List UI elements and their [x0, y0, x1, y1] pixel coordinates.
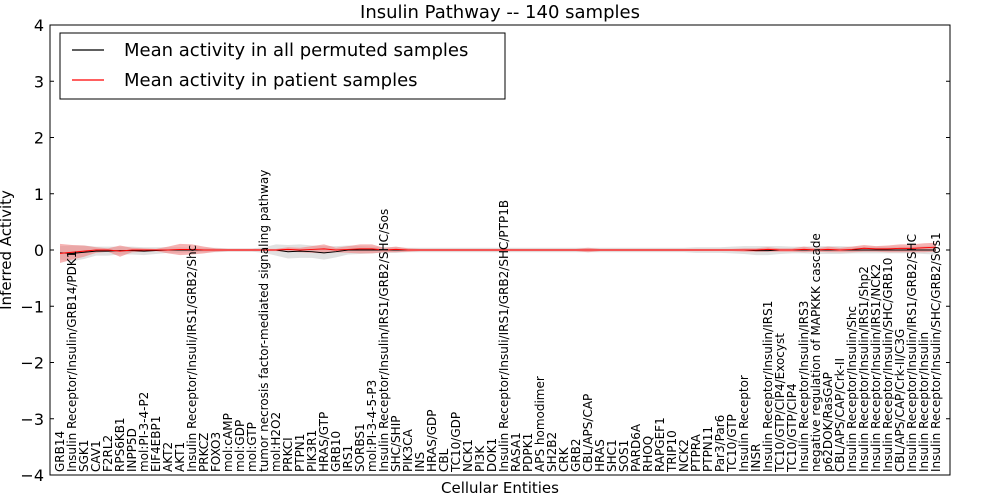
x-tick-label: Insulin Receptor/Insulin/IRS1/GRB2/SHC/S… — [377, 209, 391, 472]
x-tick-label: NCK1 — [461, 439, 475, 472]
x-tick-label: INPP5D — [125, 428, 139, 472]
y-tick-label: −3 — [20, 410, 44, 429]
x-tick-label: APS homodimer — [533, 376, 547, 472]
chart-title: Insulin Pathway -- 140 samples — [360, 2, 640, 23]
x-tick-label: Par3/Par6 — [713, 415, 727, 472]
x-tick-label: TC10/GDP — [449, 412, 463, 473]
x-tick-label: tumor necrosis factor-mediated signaling… — [257, 170, 271, 472]
y-axis: −4 −3 −2 −1 0 1 2 3 4 — [20, 16, 950, 485]
y-tick-label: −1 — [20, 297, 44, 316]
x-tick-label: Insulin Receptor/Insulin — [917, 332, 931, 472]
x-tick-label: GRB14 — [53, 431, 67, 472]
x-tick-label: RPS6KB1 — [113, 417, 127, 472]
x-tick-label: SOS1 — [617, 440, 631, 472]
x-tick-label: Insulin Receptor/Insulin/IRS3 — [797, 301, 811, 472]
x-tick-label: CAV1 — [89, 440, 103, 472]
x-tick-label: TC10/GTP — [725, 414, 739, 473]
x-tick-label: PRKCZ — [197, 433, 211, 472]
x-tick-label: F2RL2 — [101, 435, 115, 472]
x-tick-label: negative regulation of MAPKKK cascade — [809, 233, 823, 472]
y-tick-label: 1 — [34, 185, 44, 204]
x-axis-label: Cellular Entities — [441, 479, 559, 497]
x-tick-label: mol:PI-3-4-P2 — [137, 392, 151, 472]
x-tick-label: AKT2 — [161, 442, 175, 472]
series-lines — [59, 246, 937, 254]
legend-label-patient: Mean activity in patient samples — [124, 70, 418, 91]
x-tick-label: SHC1 — [605, 439, 619, 472]
legend: Mean activity in all permuted samples Me… — [59, 32, 506, 100]
x-tick-label: CRK — [557, 446, 571, 472]
y-tick-label: −4 — [20, 466, 44, 485]
x-tick-label: mol:GTP — [245, 422, 259, 472]
x-tick-label: RASA1 — [509, 432, 523, 472]
x-tick-label: Insulin Receptor/Insuli/IRS1/GRB2/SHC/PT… — [497, 200, 511, 472]
x-tick-label: Insulin Receptor/Insuli/IRS1/GRB2/Shc — [185, 245, 199, 472]
x-tick-label: Insulin Receptor/Insulin/IRS1/GRB2/SHC — [905, 234, 919, 472]
x-tick-label: CBL — [437, 448, 451, 472]
x-tick-label: SGK1 — [77, 440, 91, 472]
y-tick-label: 0 — [34, 241, 44, 260]
x-tick-label: PTPRA — [689, 433, 703, 472]
x-tick-label: CBL/APS/CAP/Crk-II/C3G — [893, 329, 907, 472]
confidence-bands — [60, 242, 936, 263]
x-tick-label: Insulin Receptor — [737, 375, 751, 472]
x-tick-label: HRAS — [593, 439, 607, 472]
x-tick-label: PIK3R1 — [305, 430, 319, 472]
x-tick-label: SHC/SHIP — [389, 416, 403, 472]
x-tick-label: CBL/APS/CAP/Crk-II — [833, 358, 847, 472]
y-tick-label: 2 — [34, 129, 44, 148]
x-tick-label: PI3K — [473, 445, 487, 472]
x-tick-label: Insulin Receptor/Insulin/Shc — [845, 306, 859, 472]
x-tick-label: PTPN11 — [701, 426, 715, 472]
x-tick-label: NCK2 — [677, 439, 691, 472]
x-tick-label: CBL/APS/CAP — [581, 394, 595, 472]
x-tick-label: PRKCI — [281, 437, 295, 472]
x-tick-label: HRAS/GTP — [317, 412, 331, 472]
x-tick-label: Insulin Receptor/Insulin/IRS1/Shp2 — [857, 266, 871, 472]
x-tick-label: INS — [413, 452, 427, 472]
x-tick-label: HRAS/GDP — [425, 409, 439, 472]
x-tick-label: mol:cAMP — [221, 413, 235, 472]
x-tick-label: p62DOK/RasGAP — [821, 372, 835, 472]
x-tick-label: GRB2 — [569, 438, 583, 472]
x-tick-label: TC10/GTP/CIP4/Exocyst — [773, 333, 787, 473]
x-tick-label: FOXO3 — [209, 432, 223, 472]
legend-box — [59, 32, 506, 100]
y-tick-label: 4 — [34, 16, 44, 35]
x-tick-label: SH2B2 — [545, 432, 559, 472]
y-tick-label: −2 — [20, 354, 44, 373]
x-tick-label: IRS1 — [341, 445, 355, 472]
x-tick-label: AKT1 — [173, 442, 187, 472]
x-tick-label: GRB10 — [329, 431, 343, 472]
x-tick-label: PARD6A — [629, 423, 643, 472]
x-tick-label: RHOQ — [641, 436, 655, 472]
x-tick-label: RAPGEF1 — [653, 417, 667, 472]
x-tick-label: Insulin Receptor/Insulin/IRS1/NCK2 — [869, 264, 883, 472]
x-tick-label: TC10/GTP/CIP4 — [785, 383, 799, 473]
x-tick-label: mol:H2O2 — [269, 412, 283, 472]
x-tick-label: Insulin Receptor/Insulin/SHC/GRB10 — [881, 258, 895, 472]
x-tick-label: INSR — [749, 444, 763, 472]
x-tick-label: Insulin Receptor/Insulin/SHC/GRB2/Sos1 — [929, 232, 943, 472]
x-tick-label: Insulin Receptor/Insulin/GRB14/PDK1 — [65, 251, 79, 472]
x-tick-label: EIF4EBP1 — [149, 416, 163, 472]
y-tick-label: 3 — [34, 72, 44, 91]
x-tick-label: mol:GDP — [233, 420, 247, 472]
x-tick-label: PTPN1 — [293, 434, 307, 472]
x-tick-label: PDPK1 — [521, 433, 535, 472]
x-tick-label: Insulin Receptor/Insulin/IRS1 — [761, 301, 775, 472]
legend-label-permuted: Mean activity in all permuted samples — [124, 40, 468, 61]
x-tick-label: TRIP10 — [665, 430, 679, 473]
y-axis-label: Inferred Activity — [0, 190, 15, 310]
x-tick-label: SORBS1 — [353, 423, 367, 472]
patient-mean-line — [59, 246, 937, 254]
x-tick-label: mol:PI-3-4-5-P3 — [365, 380, 379, 472]
x-tick-label: PIK3CA — [401, 428, 415, 472]
x-tick-label: DOK1 — [485, 438, 499, 472]
